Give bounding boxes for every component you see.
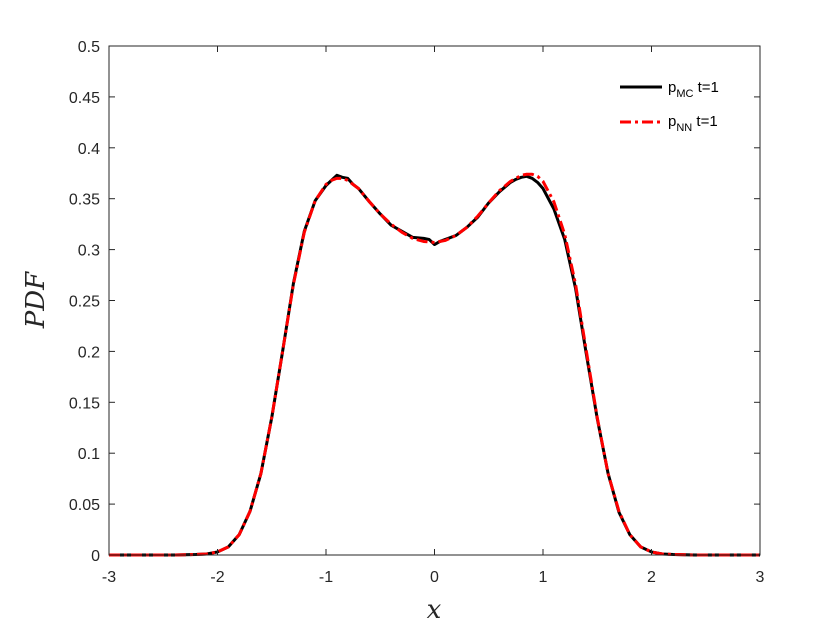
data-point-nn — [662, 553, 663, 554]
legend-label-nn: pNN t=1 — [668, 113, 718, 134]
data-point-nn — [488, 202, 489, 203]
x-tick-label: -1 — [319, 569, 333, 586]
data-point-mc — [537, 182, 538, 183]
y-tick-label: 0.4 — [78, 141, 100, 158]
x-tick-label: 1 — [539, 569, 548, 586]
data-point-nn — [304, 232, 305, 233]
data-point-mc — [293, 283, 294, 284]
data-point-nn — [342, 178, 343, 179]
data-point-mc — [543, 188, 544, 189]
data-point-nn — [282, 351, 283, 352]
y-tick-label: 0.05 — [69, 497, 100, 514]
data-point-nn — [434, 242, 435, 243]
y-tick-label: 0.35 — [69, 192, 100, 209]
data-point-mc — [342, 177, 343, 178]
plot-area — [109, 46, 760, 555]
data-point-nn — [331, 180, 332, 181]
data-point-mc — [423, 238, 424, 239]
y-tick-label: 0.5 — [78, 39, 100, 56]
x-tick-label: 2 — [647, 569, 656, 586]
data-point-nn — [618, 511, 619, 512]
y-axis-label: PDF — [21, 271, 51, 329]
y-tick-label: 0.25 — [69, 294, 100, 311]
data-point-mc — [336, 175, 337, 176]
data-point-nn — [369, 201, 370, 202]
data-point-nn — [499, 190, 500, 191]
x-tick-label: -3 — [102, 569, 116, 586]
data-point-nn — [260, 473, 261, 474]
legend-label-mc: pMC t=1 — [668, 79, 719, 100]
data-point-nn — [575, 284, 576, 285]
data-point-nn — [239, 534, 240, 535]
data-point-nn — [326, 184, 327, 185]
data-point-nn — [347, 180, 348, 181]
data-point-nn — [412, 238, 413, 239]
data-point-nn — [250, 511, 251, 512]
data-point-mc — [553, 208, 554, 209]
data-point-nn — [537, 176, 538, 177]
y-tick-label: 0 — [91, 548, 100, 565]
data-point-mc — [429, 239, 430, 240]
x-tick-label: 3 — [756, 569, 765, 586]
data-point-mc — [526, 176, 527, 177]
data-point-nn — [423, 241, 424, 242]
data-point-nn — [271, 417, 272, 418]
data-point-nn — [640, 546, 641, 547]
data-point-nn — [445, 240, 446, 241]
data-point-nn — [608, 473, 609, 474]
series-layer — [109, 172, 760, 557]
data-point-nn — [293, 284, 294, 285]
data-point-nn — [543, 181, 544, 182]
data-point-nn — [597, 417, 598, 418]
data-point-nn — [477, 216, 478, 217]
x-tick-label: 0 — [430, 569, 439, 586]
data-point-nn — [206, 553, 207, 554]
plot-box — [108, 45, 761, 556]
x-tick-label: -2 — [210, 569, 224, 586]
data-point-nn — [358, 188, 359, 189]
data-point-nn — [467, 227, 468, 228]
data-point-mc — [521, 177, 522, 178]
data-point-mc — [434, 244, 435, 245]
legend: pMC t=1 pNN t=1 — [620, 79, 719, 134]
data-point-mc — [515, 179, 516, 180]
data-point-nn — [228, 546, 229, 547]
data-point-mc — [391, 225, 392, 226]
data-point-nn — [401, 232, 402, 233]
data-point-nn — [553, 201, 554, 202]
data-point-nn — [456, 235, 457, 236]
data-point-nn — [336, 178, 337, 179]
data-point-nn — [526, 174, 527, 175]
data-point-nn — [315, 200, 316, 201]
y-tick-label: 0.45 — [69, 90, 100, 107]
data-point-mc — [532, 178, 533, 179]
data-point-nn — [521, 175, 522, 176]
y-tick-label: 0.1 — [78, 446, 100, 463]
y-tick-label: 0.3 — [78, 243, 100, 260]
data-point-nn — [629, 534, 630, 535]
y-tick-label: 0.15 — [69, 395, 100, 412]
data-point-mc — [564, 239, 565, 240]
x-axis-label: x — [427, 595, 442, 625]
data-point-nn — [391, 224, 392, 225]
data-point-nn — [510, 181, 511, 182]
data-point-nn — [586, 351, 587, 352]
data-point-nn — [564, 234, 565, 235]
y-tick-label: 0.2 — [78, 344, 100, 361]
data-point-nn — [532, 174, 533, 175]
data-point-nn — [380, 213, 381, 214]
